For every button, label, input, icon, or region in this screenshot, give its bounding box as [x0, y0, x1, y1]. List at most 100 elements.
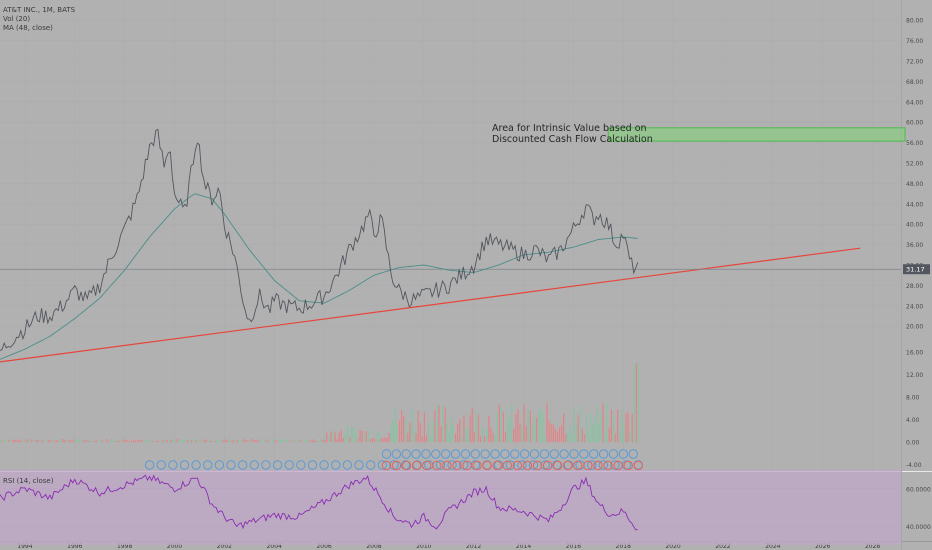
- volume-bar: [195, 439, 197, 443]
- signal-marker-blue: [447, 460, 457, 470]
- volume-bar: [157, 440, 160, 443]
- volume-bar: [398, 420, 401, 443]
- volume-bar: [579, 405, 581, 443]
- volume-bar: [31, 439, 33, 443]
- volume-bar: [608, 427, 610, 443]
- price-tick-label: 52.00: [906, 161, 923, 168]
- volume-bar: [270, 440, 272, 443]
- signal-marker-blue: [586, 460, 597, 470]
- symbol-legend[interactable]: AT&T INC., 1M, BATS: [3, 6, 76, 14]
- volume-bar: [504, 432, 507, 443]
- volume-bar: [338, 432, 340, 443]
- volume-bar: [596, 405, 598, 443]
- volume-bar: [238, 440, 241, 443]
- signal-marker-blue: [249, 460, 259, 470]
- signal-marker-blue: [529, 449, 540, 459]
- volume-bar: [587, 429, 590, 443]
- volume-bar: [257, 439, 259, 443]
- volume-bar: [457, 423, 459, 443]
- volume-bar: [548, 420, 550, 443]
- signal-marker-blue: [168, 460, 178, 470]
- ma-legend[interactable]: MA (48, close): [3, 24, 53, 32]
- time-tick-label: 2008: [366, 543, 381, 550]
- intrinsic-value-zone: [607, 127, 906, 142]
- price-tick-label: 72.00: [906, 59, 923, 66]
- price-tick-label: 64.00: [906, 99, 923, 106]
- rsi-legend[interactable]: RSI (14, close): [3, 477, 54, 485]
- volume-tick-label: 4.00: [906, 417, 920, 424]
- signal-marker-blue: [510, 449, 520, 459]
- last-price-tag: 31.17: [903, 264, 930, 275]
- volume-bar: [83, 439, 85, 443]
- volume-bar: [278, 438, 280, 443]
- volume-bar: [340, 430, 342, 443]
- price-tick-label: 40.00: [906, 222, 923, 229]
- volume-bar: [452, 424, 455, 443]
- volume-bar: [523, 404, 525, 443]
- volume-tick-label: -4.00: [906, 462, 922, 469]
- volume-legend[interactable]: Vol (20): [3, 15, 31, 23]
- volume-bar: [224, 439, 226, 443]
- volume-bar: [376, 432, 378, 443]
- volume-bar: [511, 403, 513, 443]
- trendline: [0, 247, 861, 363]
- volume-bar: [182, 439, 185, 443]
- signal-marker-red: [411, 460, 422, 471]
- volume-bar: [550, 423, 552, 443]
- volume-bar: [137, 439, 139, 443]
- volume-bar: [20, 440, 22, 443]
- price-tick-label: 36.00: [906, 242, 923, 249]
- volume-bar: [303, 440, 305, 443]
- volume-bar: [261, 439, 263, 443]
- volume-bar: [531, 424, 534, 443]
- volume-bar: [407, 432, 409, 443]
- annotation-line-1: Area for Intrinsic Value based on: [492, 123, 647, 134]
- volume-axis: 16.00 12.00 8.00 4.00 0.00 -4.00: [906, 350, 923, 470]
- signal-marker-blue: [608, 449, 619, 459]
- volume-bar: [297, 439, 299, 443]
- signal-marker-blue: [459, 460, 469, 470]
- volume-bar: [380, 438, 382, 443]
- volume-bar: [16, 439, 18, 443]
- volume-bar: [172, 439, 174, 443]
- volume-bar: [427, 421, 430, 443]
- volume-bar: [201, 440, 203, 443]
- volume-bars: [0, 363, 640, 443]
- volume-bar: [226, 440, 228, 443]
- volume-bar: [625, 413, 627, 443]
- volume-bar: [120, 439, 122, 443]
- volume-bar: [552, 424, 554, 443]
- volume-bar: [47, 439, 49, 443]
- volume-bar: [477, 414, 480, 443]
- volume-bar: [326, 432, 328, 443]
- volume-bar: [122, 439, 124, 443]
- volume-bar: [230, 440, 232, 443]
- volume-bar: [72, 439, 74, 443]
- signal-marker-red: [442, 460, 452, 471]
- volume-bar: [60, 439, 62, 443]
- annotation-line-2: Discounted Cash Flow Calculation: [492, 134, 653, 145]
- signal-marker-blue: [559, 449, 569, 459]
- volume-bar: [484, 436, 486, 443]
- price-tick-label: 20.00: [906, 324, 923, 331]
- signal-marker-red: [542, 460, 553, 471]
- signal-marker-red: [512, 460, 523, 471]
- signal-marker-blue: [618, 449, 629, 459]
- volume-bar: [467, 428, 469, 443]
- volume-bar: [446, 423, 448, 443]
- volume-bar: [500, 406, 502, 443]
- volume-bar: [494, 435, 496, 443]
- volume-bar: [288, 440, 290, 443]
- volume-bar: [272, 439, 274, 443]
- volume-bar: [203, 439, 205, 443]
- signal-marker-red: [633, 460, 643, 471]
- signal-marker-blue: [381, 449, 392, 459]
- volume-bar: [413, 429, 415, 443]
- volume-bar: [600, 412, 602, 443]
- time-axis: 1994 1996 1998 2000 2002 2004 2006 2008 2010 2012…: [17, 543, 880, 550]
- volume-bar: [101, 439, 104, 443]
- volume-bar: [166, 439, 168, 443]
- volume-bar: [241, 440, 243, 443]
- volume-bar: [592, 424, 594, 443]
